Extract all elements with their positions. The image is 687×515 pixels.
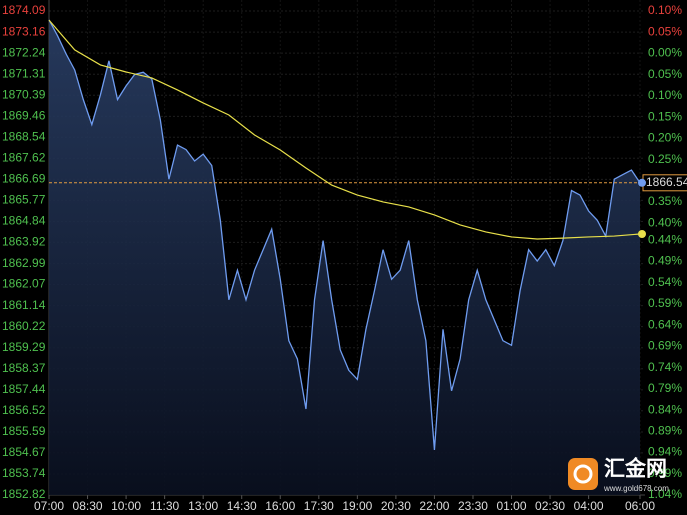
y2-tick-label: 0.05% [648,67,682,81]
y-tick-label: 1854.67 [2,445,46,459]
y2-tick-label: 0.44% [648,232,682,246]
x-tick-label: 13:00 [188,499,218,513]
watermark: 汇金网 www.gold678.com [568,457,669,493]
x-tick-label: 06:00 [625,499,655,513]
y-tick-label: 1862.99 [2,256,46,270]
x-tick-label: 10:00 [111,499,141,513]
y-tick-label: 1874.09 [2,3,46,17]
y-tick-label: 1862.07 [2,277,46,291]
y-tick-label: 1861.14 [2,298,46,312]
x-tick-label: 07:00 [34,499,64,513]
y-tick-label: 1868.54 [2,129,46,143]
y2-tick-label: 0.35% [648,194,682,208]
x-tick-label: 04:00 [574,499,604,513]
y-tick-label: 1855.59 [2,424,46,438]
y-tick-label: 1872.24 [2,45,46,59]
y-tick-label: 1857.44 [2,382,46,396]
y2-tick-label: 0.10% [648,3,682,17]
y-tick-label: 1869.46 [2,109,46,123]
y2-tick-label: 0.84% [648,402,682,416]
y-tick-label: 1864.84 [2,214,46,228]
line [48,19,641,450]
y2-tick-label: 0.89% [648,423,682,437]
y2-tick-label: 0.74% [648,360,682,374]
x-tick-label: 20:30 [381,499,411,513]
end-dot [638,178,646,187]
x-tick-label: 23:30 [458,499,488,513]
y-tick-label: 1860.22 [2,319,46,333]
watermark-url: www.gold678.com [603,484,669,493]
x-tick-label: 11:30 [150,499,179,513]
y-tick-label: 1871.31 [2,66,46,80]
y2-tick-label: 0.49% [648,254,682,268]
y2-tick-label: 0.64% [648,317,682,331]
y2-tick-label: 0.59% [648,296,682,310]
y2-tick-label: 1.04% [648,487,682,501]
y-tick-label: 1870.39 [2,87,46,101]
x-tick-label: 22:00 [419,499,449,513]
watermark-icon [573,464,593,484]
x-tick-label: 02:30 [535,499,565,513]
y2-tick-label: 0.40% [648,215,682,229]
y2-tick-label: 0.05% [648,24,682,38]
x-tick-label: 17:30 [304,499,334,513]
y2-tick-label: 0.94% [648,445,682,459]
watermark-name: 汇金网 [604,457,667,481]
y-tick-label: 1856.52 [2,403,46,417]
end-dot [638,229,646,238]
y-tick-label: 1866.69 [2,172,46,186]
line [48,19,641,240]
last-price-label: 1866.54 [646,175,687,189]
y2-tick-label: 0.54% [648,275,682,289]
y-tick-label: 1852.82 [2,487,46,501]
y-tick-label: 1858.37 [2,361,46,375]
y2-tick-label: 0.20% [648,131,682,145]
y-tick-label: 1873.16 [2,24,46,38]
y2-tick-label: 0.25% [648,152,682,166]
y2-tick-label: 0.10% [648,88,682,102]
x-tick-label: 01:00 [497,499,527,513]
watermark-logo [568,458,598,490]
y2-tick-label: 0.79% [648,381,682,395]
y-tick-label: 1859.29 [2,340,46,354]
y2-tick-label: 0.99% [648,466,682,480]
y2-tick-label: 0.15% [648,109,682,123]
area [49,19,640,495]
y-tick-label: 1865.77 [2,192,46,206]
y-tick-label: 1853.74 [2,466,46,480]
x-tick-label: 16:00 [265,499,295,513]
y2-tick-label: 0.00% [648,46,682,60]
x-tick-label: 14:30 [227,499,257,513]
y-tick-label: 1867.62 [2,150,46,164]
x-tick-label: 08:30 [73,499,103,513]
y2-tick-label: 0.69% [648,339,682,353]
y-tick-label: 1863.92 [2,235,46,249]
x-tick-label: 19:00 [342,499,372,513]
